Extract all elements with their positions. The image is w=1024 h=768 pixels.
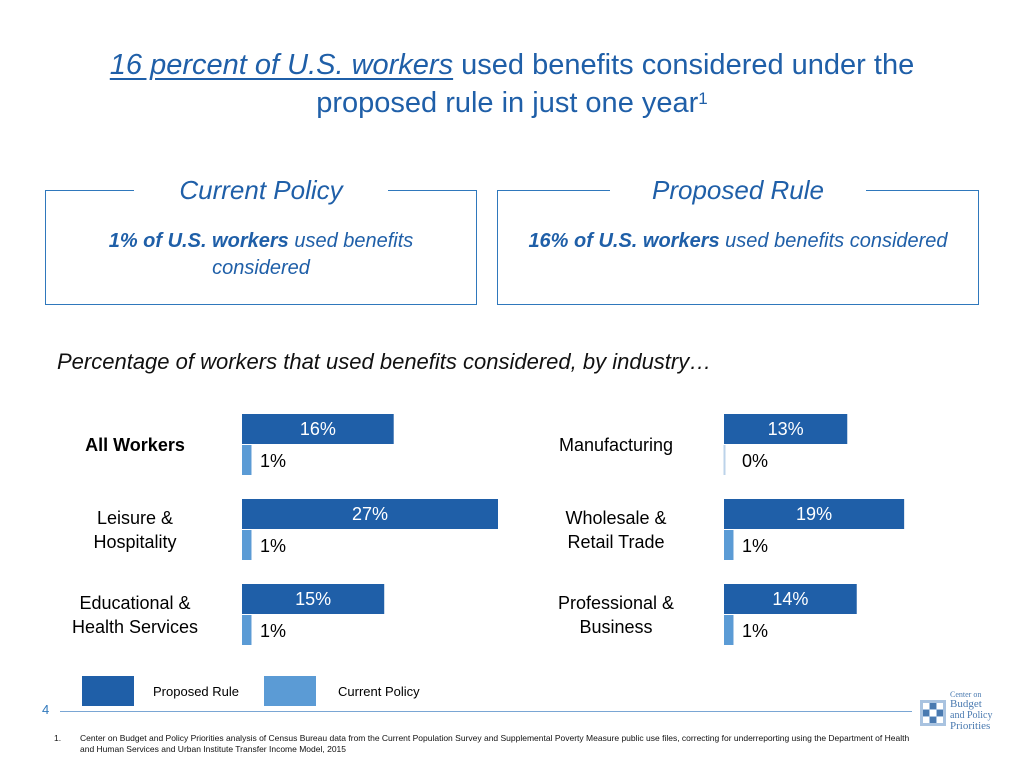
proposed-rule-bold: 16% of U.S. workers	[528, 230, 720, 252]
page-title: 16 percent of U.S. workers used benefits…	[60, 46, 964, 122]
category-label-professional-business: Business	[579, 617, 652, 637]
title-rest: used benefits considered under the propo…	[316, 49, 915, 119]
bar-current-all-workers	[242, 445, 252, 475]
footnote-number: 1.	[54, 733, 62, 743]
proposed-rule-heading: Proposed Rule	[652, 175, 824, 205]
bar-proposed-educational-health-services	[242, 584, 385, 614]
logo-line: Budget	[950, 698, 982, 710]
logo-line: Priorities	[950, 720, 991, 732]
label-proposed-all-workers: 16%	[300, 419, 336, 439]
category-label-educational-health-services: Educational &	[79, 593, 190, 613]
box-top-line-right	[388, 190, 476, 191]
label-current-manufacturing: 0%	[742, 451, 768, 471]
bar-proposed-all-workers	[242, 414, 394, 444]
title-footnote-marker: 1	[698, 89, 708, 108]
box-top-line-left	[46, 190, 134, 191]
bar-current-professional-business	[724, 615, 734, 645]
logo-line: Center on	[950, 690, 982, 699]
current-policy-box: Current Policy 1% of U.S. workers used b…	[45, 175, 477, 305]
label-current-educational-health-services: 1%	[260, 621, 286, 641]
title-highlight: 16 percent of U.S. workers	[109, 49, 454, 81]
chart-subtitle: Percentage of workers that used benefits…	[57, 349, 712, 374]
current-policy-bold: 1% of U.S. workers	[108, 230, 289, 252]
bar-proposed-leisure-hospitality	[242, 499, 498, 529]
bar-current-leisure-hospitality	[242, 530, 252, 560]
bar-proposed-professional-business	[724, 584, 857, 614]
label-current-professional-business: 1%	[742, 621, 768, 641]
category-label-professional-business: Professional &	[558, 593, 674, 613]
label-current-all-workers: 1%	[260, 451, 286, 471]
legend-swatch-current	[264, 676, 316, 706]
box-top-line-right	[866, 190, 978, 191]
label-proposed-manufacturing: 13%	[768, 419, 804, 439]
footnote-text: Center on Budget and Policy Priorities a…	[80, 733, 910, 754]
category-label-wholesale-retail-trade: Retail Trade	[567, 532, 664, 552]
category-label-manufacturing: Manufacturing	[559, 435, 673, 455]
label-proposed-professional-business: 14%	[772, 589, 808, 609]
label-proposed-educational-health-services: 15%	[295, 589, 331, 609]
cbpp-logo: Center on Budget and Policy Priorities	[918, 690, 994, 734]
bar-current-wholesale-retail-trade	[724, 530, 734, 560]
legend-swatch-proposed	[82, 676, 134, 706]
bar-proposed-manufacturing	[724, 414, 848, 444]
proposed-rule-rest: used benefits considered	[719, 230, 948, 252]
page-number: 4	[42, 702, 50, 717]
category-label-leisure-hospitality: Leisure &	[97, 508, 173, 528]
logo-line: and Policy	[950, 710, 993, 721]
label-proposed-leisure-hospitality: 27%	[352, 504, 388, 524]
logo-mark-icon	[920, 700, 946, 726]
bar-current-educational-health-services	[242, 615, 252, 645]
label-current-leisure-hospitality: 1%	[260, 536, 286, 556]
proposed-rule-text: 16% of U.S. workers used benefits consid…	[518, 228, 958, 255]
label-proposed-wholesale-retail-trade: 19%	[796, 504, 832, 524]
category-label-wholesale-retail-trade: Wholesale &	[565, 508, 666, 528]
category-label-leisure-hospitality: Hospitality	[93, 532, 176, 552]
label-current-wholesale-retail-trade: 1%	[742, 536, 768, 556]
footer-divider	[60, 711, 912, 712]
proposed-rule-box: Proposed Rule 16% of U.S. workers used b…	[497, 175, 979, 305]
current-policy-rest: used benefits considered	[212, 230, 414, 279]
bar-proposed-wholesale-retail-trade	[724, 499, 905, 529]
industry-bar-chart: All Workers 16% 1% Leisure & Hospitality 27% 1…	[72, 414, 905, 645]
legend-label-current: Current Policy	[338, 684, 420, 699]
legend-label-proposed: Proposed Rule	[153, 684, 239, 699]
box-top-line-left	[498, 190, 610, 191]
category-label-all-workers: All Workers	[85, 435, 185, 455]
current-policy-heading: Current Policy	[179, 175, 343, 205]
category-label-educational-health-services: Health Services	[72, 617, 198, 637]
current-policy-text: 1% of U.S. workers used benefits conside…	[66, 228, 456, 282]
logo-text: Center on Budget and Policy Priorities	[950, 690, 993, 732]
